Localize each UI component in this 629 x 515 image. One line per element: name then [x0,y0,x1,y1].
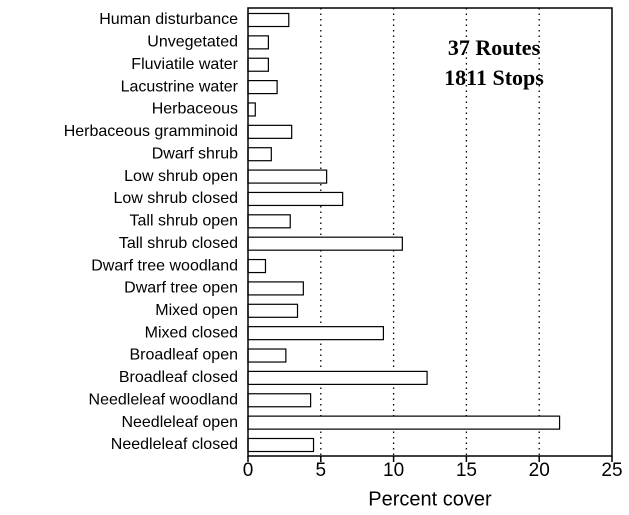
y-tick-label: Needleleaf open [121,414,238,431]
bar [247,214,291,229]
x-tick-label: 10 [383,460,404,481]
y-tick-label: Low shrub open [124,168,238,185]
bar [247,258,267,274]
bar [247,415,561,430]
y-tick-label: Mixed closed [145,324,238,341]
bar [247,57,269,72]
y-tick-label: Herbaceous gramminoid [64,123,238,140]
bar [247,124,293,139]
plot-frame [247,7,613,457]
bar [247,393,312,408]
x-tick-label: 25 [601,460,622,481]
bar [247,35,269,50]
bar [247,236,403,251]
y-tick-label: Tall shrub closed [119,235,238,252]
x-tick-label: 15 [456,460,477,481]
y-tick-label: Dwarf shrub [152,145,238,162]
bar [247,370,428,385]
y-tick-label: Needleleaf woodland [89,391,238,408]
bar [247,281,304,296]
x-tick-label: 0 [243,460,254,481]
x-tick-label: 5 [316,460,327,481]
y-tick-label: Dwarf tree open [124,280,238,297]
annotation: 37 Routes [448,35,541,60]
bar [247,348,287,363]
y-tick-label: Human disturbance [99,11,238,28]
bar [247,437,315,453]
y-tick-label: Dwarf tree woodland [91,257,238,274]
y-tick-label: Tall shrub open [129,213,238,230]
annotation: 1811 Stops [444,65,544,90]
bar [247,80,278,95]
x-tick-label: 20 [529,460,550,481]
bar [247,191,344,207]
y-tick-label: Broadleaf closed [119,369,238,386]
y-tick-label: Broadleaf open [129,347,238,364]
bar [247,303,299,318]
bar [247,169,328,184]
y-tick-label: Lacustrine water [121,78,239,95]
bar [247,102,256,117]
bar [247,147,272,162]
x-axis-label: Percent cover [368,488,492,510]
y-tick-label: Herbaceous [152,101,238,118]
bar [247,326,385,341]
bar [247,12,290,28]
y-tick-label: Low shrub closed [113,190,238,207]
y-tick-label: Fluviatile water [131,56,238,73]
y-tick-label: Mixed open [155,302,238,319]
y-tick-label: Needleleaf closed [111,436,238,453]
y-tick-label: Unvegetated [147,34,238,51]
